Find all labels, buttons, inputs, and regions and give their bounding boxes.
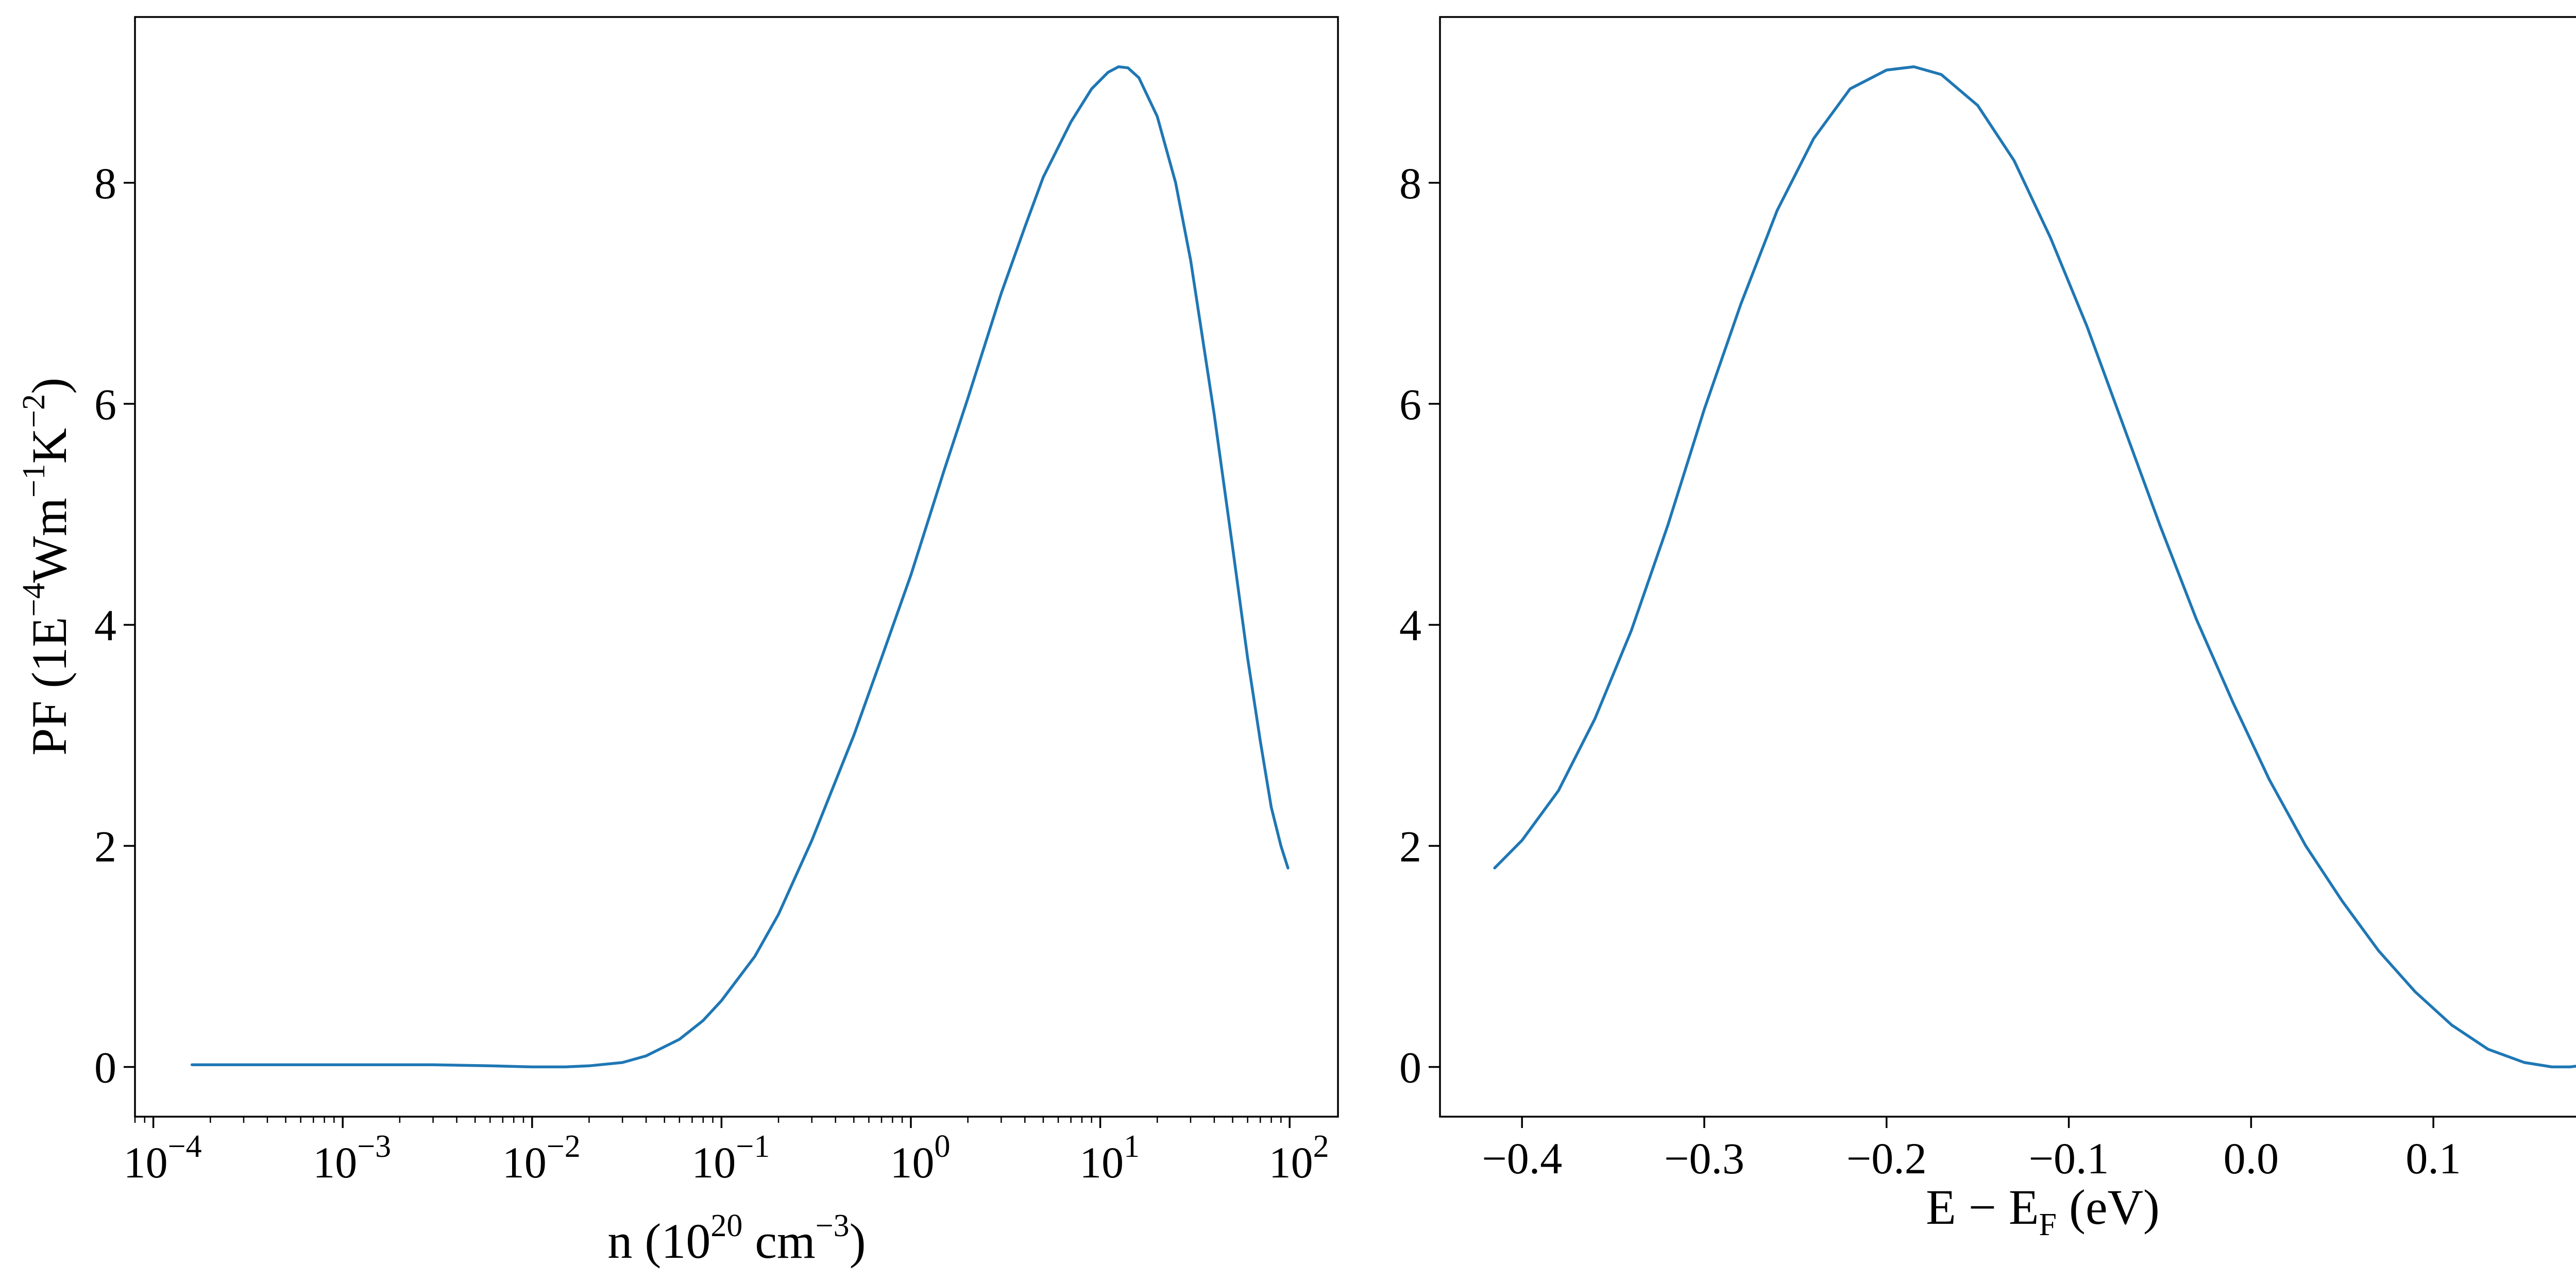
right-series-line [1493,65,2576,1069]
right-x-axis: −0.4−0.3−0.2−0.10.00.10.2 [1482,1117,2461,1183]
x-tick-label: −0.3 [1664,1134,1744,1183]
right-plot-frame [1439,16,2576,1118]
right-x-axis-label: E − EF (eV) [1926,1180,2160,1242]
y-tick-label: 4 [1399,601,1421,650]
x-tick-label: 101 [1079,1129,1140,1187]
y-tick-label: 2 [94,822,116,871]
x-tick-label: −0.1 [2029,1134,2109,1183]
y-tick-label: 0 [94,1042,116,1092]
x-tick-label: −0.4 [1482,1134,1562,1183]
left-x-axis: 10−4 10−3 10−2 10−1 100 101 102 [124,1117,1329,1187]
y-tick-label: 2 [1399,822,1421,871]
left-y-axis-label: PF (1E−4Wm−1K−2) [16,378,77,756]
left-y-axis: 0 2 4 6 8 [94,159,135,1092]
x-tick-label: 10−2 [502,1129,581,1187]
x-tick-label: 0.0 [2224,1134,2279,1183]
left-plot-frame [134,16,1339,1118]
left-series-line [190,65,1290,1069]
y-tick-label: 8 [1399,159,1421,208]
y-tick-label: 6 [94,380,116,429]
x-tick-label: 0.1 [2405,1134,2461,1183]
x-tick-label: 10−4 [124,1129,202,1187]
y-tick-label: 8 [94,159,116,208]
left-x-axis-label: n (1020 cm−3) [607,1208,866,1269]
right-y-axis: 0 2 4 6 8 [1399,159,1440,1092]
y-tick-label: 0 [1399,1042,1421,1092]
x-tick-label: 10−1 [691,1129,770,1187]
x-tick-label: −0.2 [1846,1134,1927,1183]
x-tick-label: 102 [1269,1129,1329,1187]
y-tick-label: 6 [1399,380,1421,429]
y-tick-label: 4 [94,601,116,650]
x-tick-label: 100 [890,1129,950,1187]
left-plot: 0 2 4 6 8 10−4 10−3 10−2 10−1 100 101 102 PF (1E−4… [16,16,1339,1269]
x-tick-label: 10−3 [313,1129,391,1187]
